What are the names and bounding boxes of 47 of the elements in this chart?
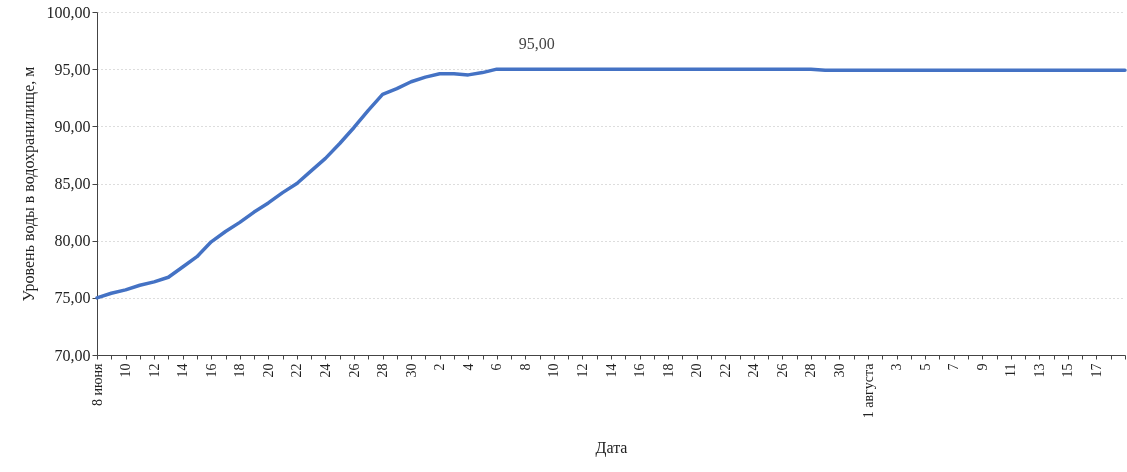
x-tick-label: 18	[660, 363, 676, 378]
x-tick-label: 16	[203, 363, 219, 378]
x-tick-label: 9	[974, 363, 990, 371]
x-tick-label: 28	[803, 363, 819, 378]
x-tick-label: 16	[632, 363, 648, 378]
y-tick-label: 70,00	[54, 346, 91, 364]
x-tick-label: 5	[917, 363, 933, 371]
x-tick-label: 4	[460, 363, 476, 371]
x-tick-label: 3	[889, 363, 905, 371]
x-tick-label: 18	[232, 363, 248, 378]
x-tick-label: 26	[346, 363, 362, 378]
x-tick-label: 30	[831, 363, 847, 378]
x-tick-label: 10	[118, 363, 134, 378]
x-tick-label: 10	[546, 363, 562, 378]
y-tick-label: 85,00	[54, 175, 91, 192]
x-tick-label: 14	[175, 363, 191, 378]
x-tick-label: 28	[375, 363, 391, 378]
x-tick-label: 1 августа	[860, 362, 876, 419]
x-tick-label: 7	[946, 363, 962, 371]
x-tick-label: 30	[403, 363, 419, 378]
x-tick-label: 24	[746, 363, 762, 378]
x-tick-label: 22	[717, 363, 733, 378]
y-tick-label: 95,00	[54, 60, 91, 78]
x-tick-label: 14	[603, 363, 619, 378]
x-tick-label: 8 июня	[89, 362, 105, 406]
x-tick-label: 12	[146, 363, 162, 378]
x-tick-label: 12	[574, 363, 590, 378]
x-tick-label: 17	[1088, 363, 1104, 378]
y-axis-title: Уровень воды в водохранилище, м	[19, 66, 38, 302]
y-tick-label: 100,00	[46, 3, 91, 21]
annotation: 95,00	[518, 35, 555, 53]
x-tick-label: 20	[689, 363, 705, 378]
line-series	[95, 67, 1127, 300]
x-axis-title: Дата	[595, 439, 628, 458]
x-tick-label: 24	[317, 363, 333, 378]
x-tick-label: 11	[1003, 363, 1019, 377]
x-tick-label: 26	[774, 363, 790, 378]
x-tick-label: 6	[489, 363, 505, 371]
x-tick-label: 8	[517, 363, 533, 371]
y-tick-label: 80,00	[54, 232, 91, 250]
y-tick-label: 75,00	[54, 289, 91, 307]
x-tick-label: 20	[260, 363, 276, 378]
x-tick-label: 13	[1031, 363, 1047, 378]
x-tick-label: 15	[1060, 363, 1076, 378]
x-tick-label: 2	[432, 363, 448, 371]
y-tick-label: 90,00	[54, 117, 91, 135]
x-tick-label: 22	[289, 363, 305, 378]
